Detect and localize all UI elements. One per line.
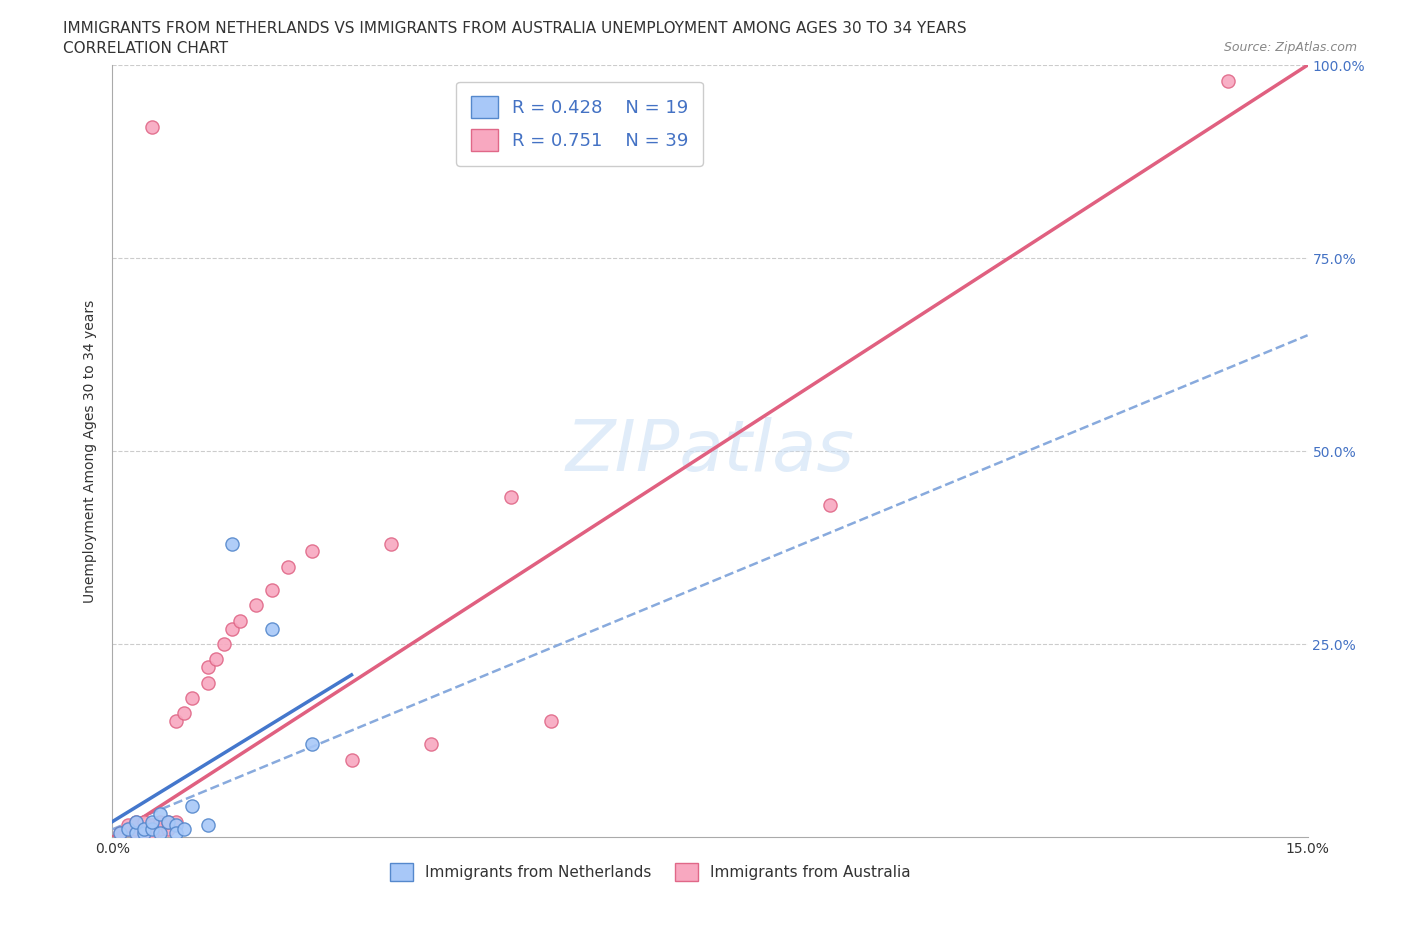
- Point: [499, 490, 522, 505]
- Point: [134, 814, 156, 829]
- Point: [165, 826, 187, 841]
- Text: CORRELATION CHART: CORRELATION CHART: [63, 41, 228, 56]
- Text: ZIPatlas: ZIPatlas: [565, 417, 855, 485]
- Point: [245, 598, 267, 613]
- Point: [141, 822, 163, 837]
- Point: [260, 621, 283, 636]
- Point: [125, 826, 148, 841]
- Point: [197, 675, 219, 690]
- Point: [149, 806, 172, 821]
- Point: [149, 822, 172, 837]
- Point: [165, 818, 187, 833]
- Point: [157, 814, 180, 829]
- Point: [340, 752, 363, 767]
- Point: [117, 822, 139, 837]
- Point: [125, 814, 148, 829]
- Point: [301, 737, 323, 751]
- Point: [197, 659, 219, 674]
- Point: [165, 714, 187, 729]
- Point: [141, 814, 163, 829]
- Point: [141, 818, 163, 833]
- Legend: Immigrants from Netherlands, Immigrants from Australia: Immigrants from Netherlands, Immigrants …: [384, 857, 917, 887]
- Point: [173, 706, 195, 721]
- Point: [110, 826, 132, 841]
- Point: [117, 822, 139, 837]
- Point: [134, 826, 156, 841]
- Point: [157, 814, 180, 829]
- Point: [134, 826, 156, 841]
- Point: [380, 537, 402, 551]
- Point: [173, 822, 195, 837]
- Point: [125, 826, 148, 841]
- Point: [141, 826, 163, 841]
- Point: [221, 621, 243, 636]
- Point: [165, 814, 187, 829]
- Point: [221, 537, 243, 551]
- Point: [301, 544, 323, 559]
- Point: [141, 119, 163, 134]
- Point: [197, 818, 219, 833]
- Point: [229, 614, 252, 629]
- Point: [540, 714, 562, 729]
- Point: [141, 822, 163, 837]
- Point: [149, 826, 172, 841]
- Point: [818, 498, 841, 512]
- Point: [181, 799, 204, 814]
- Point: [212, 637, 235, 652]
- Point: [420, 737, 443, 751]
- Point: [134, 822, 156, 837]
- Point: [134, 822, 156, 837]
- Point: [205, 652, 228, 667]
- Point: [181, 691, 204, 706]
- Point: [157, 822, 180, 837]
- Point: [141, 826, 163, 841]
- Point: [117, 818, 139, 833]
- Point: [110, 826, 132, 841]
- Point: [125, 814, 148, 829]
- Point: [1216, 73, 1239, 88]
- Text: IMMIGRANTS FROM NETHERLANDS VS IMMIGRANTS FROM AUSTRALIA UNEMPLOYMENT AMONG AGES: IMMIGRANTS FROM NETHERLANDS VS IMMIGRANT…: [63, 21, 967, 36]
- Point: [277, 559, 299, 574]
- Point: [260, 582, 283, 597]
- Text: Source: ZipAtlas.com: Source: ZipAtlas.com: [1223, 41, 1357, 54]
- Point: [125, 822, 148, 837]
- Point: [149, 814, 172, 829]
- Y-axis label: Unemployment Among Ages 30 to 34 years: Unemployment Among Ages 30 to 34 years: [83, 299, 97, 603]
